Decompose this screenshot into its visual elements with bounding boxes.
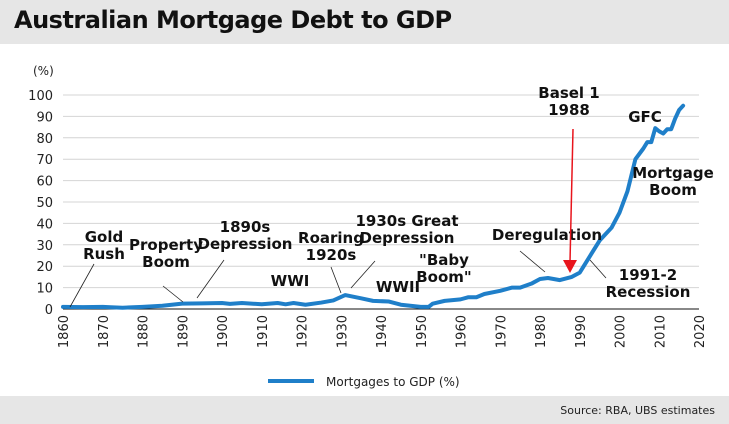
annotation-label: Basel 1: [538, 84, 599, 102]
x-tick-label: 2020: [693, 315, 708, 348]
annotation-label: Boom: [649, 181, 697, 199]
x-tick-label: 1910: [256, 315, 271, 348]
annotation-label: Rush: [83, 245, 125, 263]
series-line: [61, 103, 686, 310]
x-tick-label: 1880: [137, 315, 152, 348]
y-tick-label: 0: [45, 303, 53, 318]
annotation-label: 1991-2: [619, 266, 677, 284]
annotation-label: Recession: [606, 283, 691, 301]
annotation-label: 1920s: [306, 246, 357, 264]
annotation-label: 1890s: [220, 218, 271, 236]
x-tick-label: 1870: [97, 315, 112, 348]
annotation-label: Roaring: [298, 229, 364, 247]
annotation-leader: [69, 263, 95, 308]
y-tick-label: 100: [28, 89, 53, 104]
x-tick-label: 2010: [653, 315, 668, 348]
annotation-label: 1988: [548, 101, 590, 119]
annotation-leader: [350, 260, 376, 289]
x-tick-label: 1900: [216, 315, 231, 348]
x-tick-label: 1860: [57, 315, 72, 348]
annotation-leader: [196, 259, 225, 299]
x-tick-label: 1950: [415, 315, 430, 348]
y-tick-label: 60: [36, 175, 53, 190]
x-tick-label: 1990: [574, 315, 589, 348]
x-tick-label: 1920: [296, 315, 311, 348]
annotation-label: Property: [129, 236, 203, 254]
x-tick-label: 1970: [494, 315, 509, 348]
y-axis-unit: (%): [33, 64, 54, 78]
chart-title: Australian Mortgage Debt to GDP: [14, 6, 452, 34]
annotation-label: Boom": [416, 268, 472, 286]
basel-arrow: [569, 128, 574, 263]
annotation-label: 1930s Great: [355, 212, 458, 230]
x-tick-label: 2000: [614, 315, 629, 348]
title-bar: Australian Mortgage Debt to GDP: [0, 0, 729, 44]
y-tick-label: 30: [36, 239, 53, 254]
annotation-leader: [519, 250, 546, 273]
x-tick-label: 1960: [455, 315, 470, 348]
annotation-leader: [330, 266, 342, 294]
annotation-leader: [589, 259, 607, 279]
annotation-label: Mortgage: [632, 164, 714, 182]
x-tick-label: 1890: [176, 315, 191, 348]
annotation-label: Deregulation: [492, 226, 602, 244]
y-tick-label: 20: [36, 260, 53, 275]
annotation-leader: [162, 285, 184, 303]
annotation-label: Gold: [85, 228, 124, 246]
y-tick-label: 40: [36, 217, 53, 232]
annotation-label: Depression: [198, 235, 293, 253]
annotation-label: "Baby: [419, 251, 469, 269]
line-chart: 0 10 20 30 40 50 60 70 80 90 100 (%) 1860 1870 1880 189…: [28, 64, 714, 389]
y-tick-label: 10: [36, 282, 53, 297]
annotation-label: GFC: [628, 108, 662, 126]
basel-arrow-head: [563, 260, 577, 273]
y-tick-label: 50: [36, 196, 53, 211]
legend-label: Mortgages to GDP (%): [326, 375, 460, 389]
y-tick-label: 70: [36, 153, 53, 168]
annotation-label: Depression: [360, 229, 455, 247]
annotation-label: Boom: [142, 253, 190, 271]
x-tick-label: 1930: [335, 315, 350, 348]
annotation-label: WWI: [271, 272, 310, 290]
x-tick-label: 1980: [534, 315, 549, 348]
source-note: Source: RBA, UBS estimates: [560, 404, 715, 417]
y-tick-label: 90: [36, 110, 53, 125]
x-tick-label: 1940: [375, 315, 390, 348]
footer-bar: Source: RBA, UBS estimates: [0, 396, 729, 424]
y-tick-label: 80: [36, 132, 53, 147]
annotation-label: WWII: [376, 278, 420, 296]
